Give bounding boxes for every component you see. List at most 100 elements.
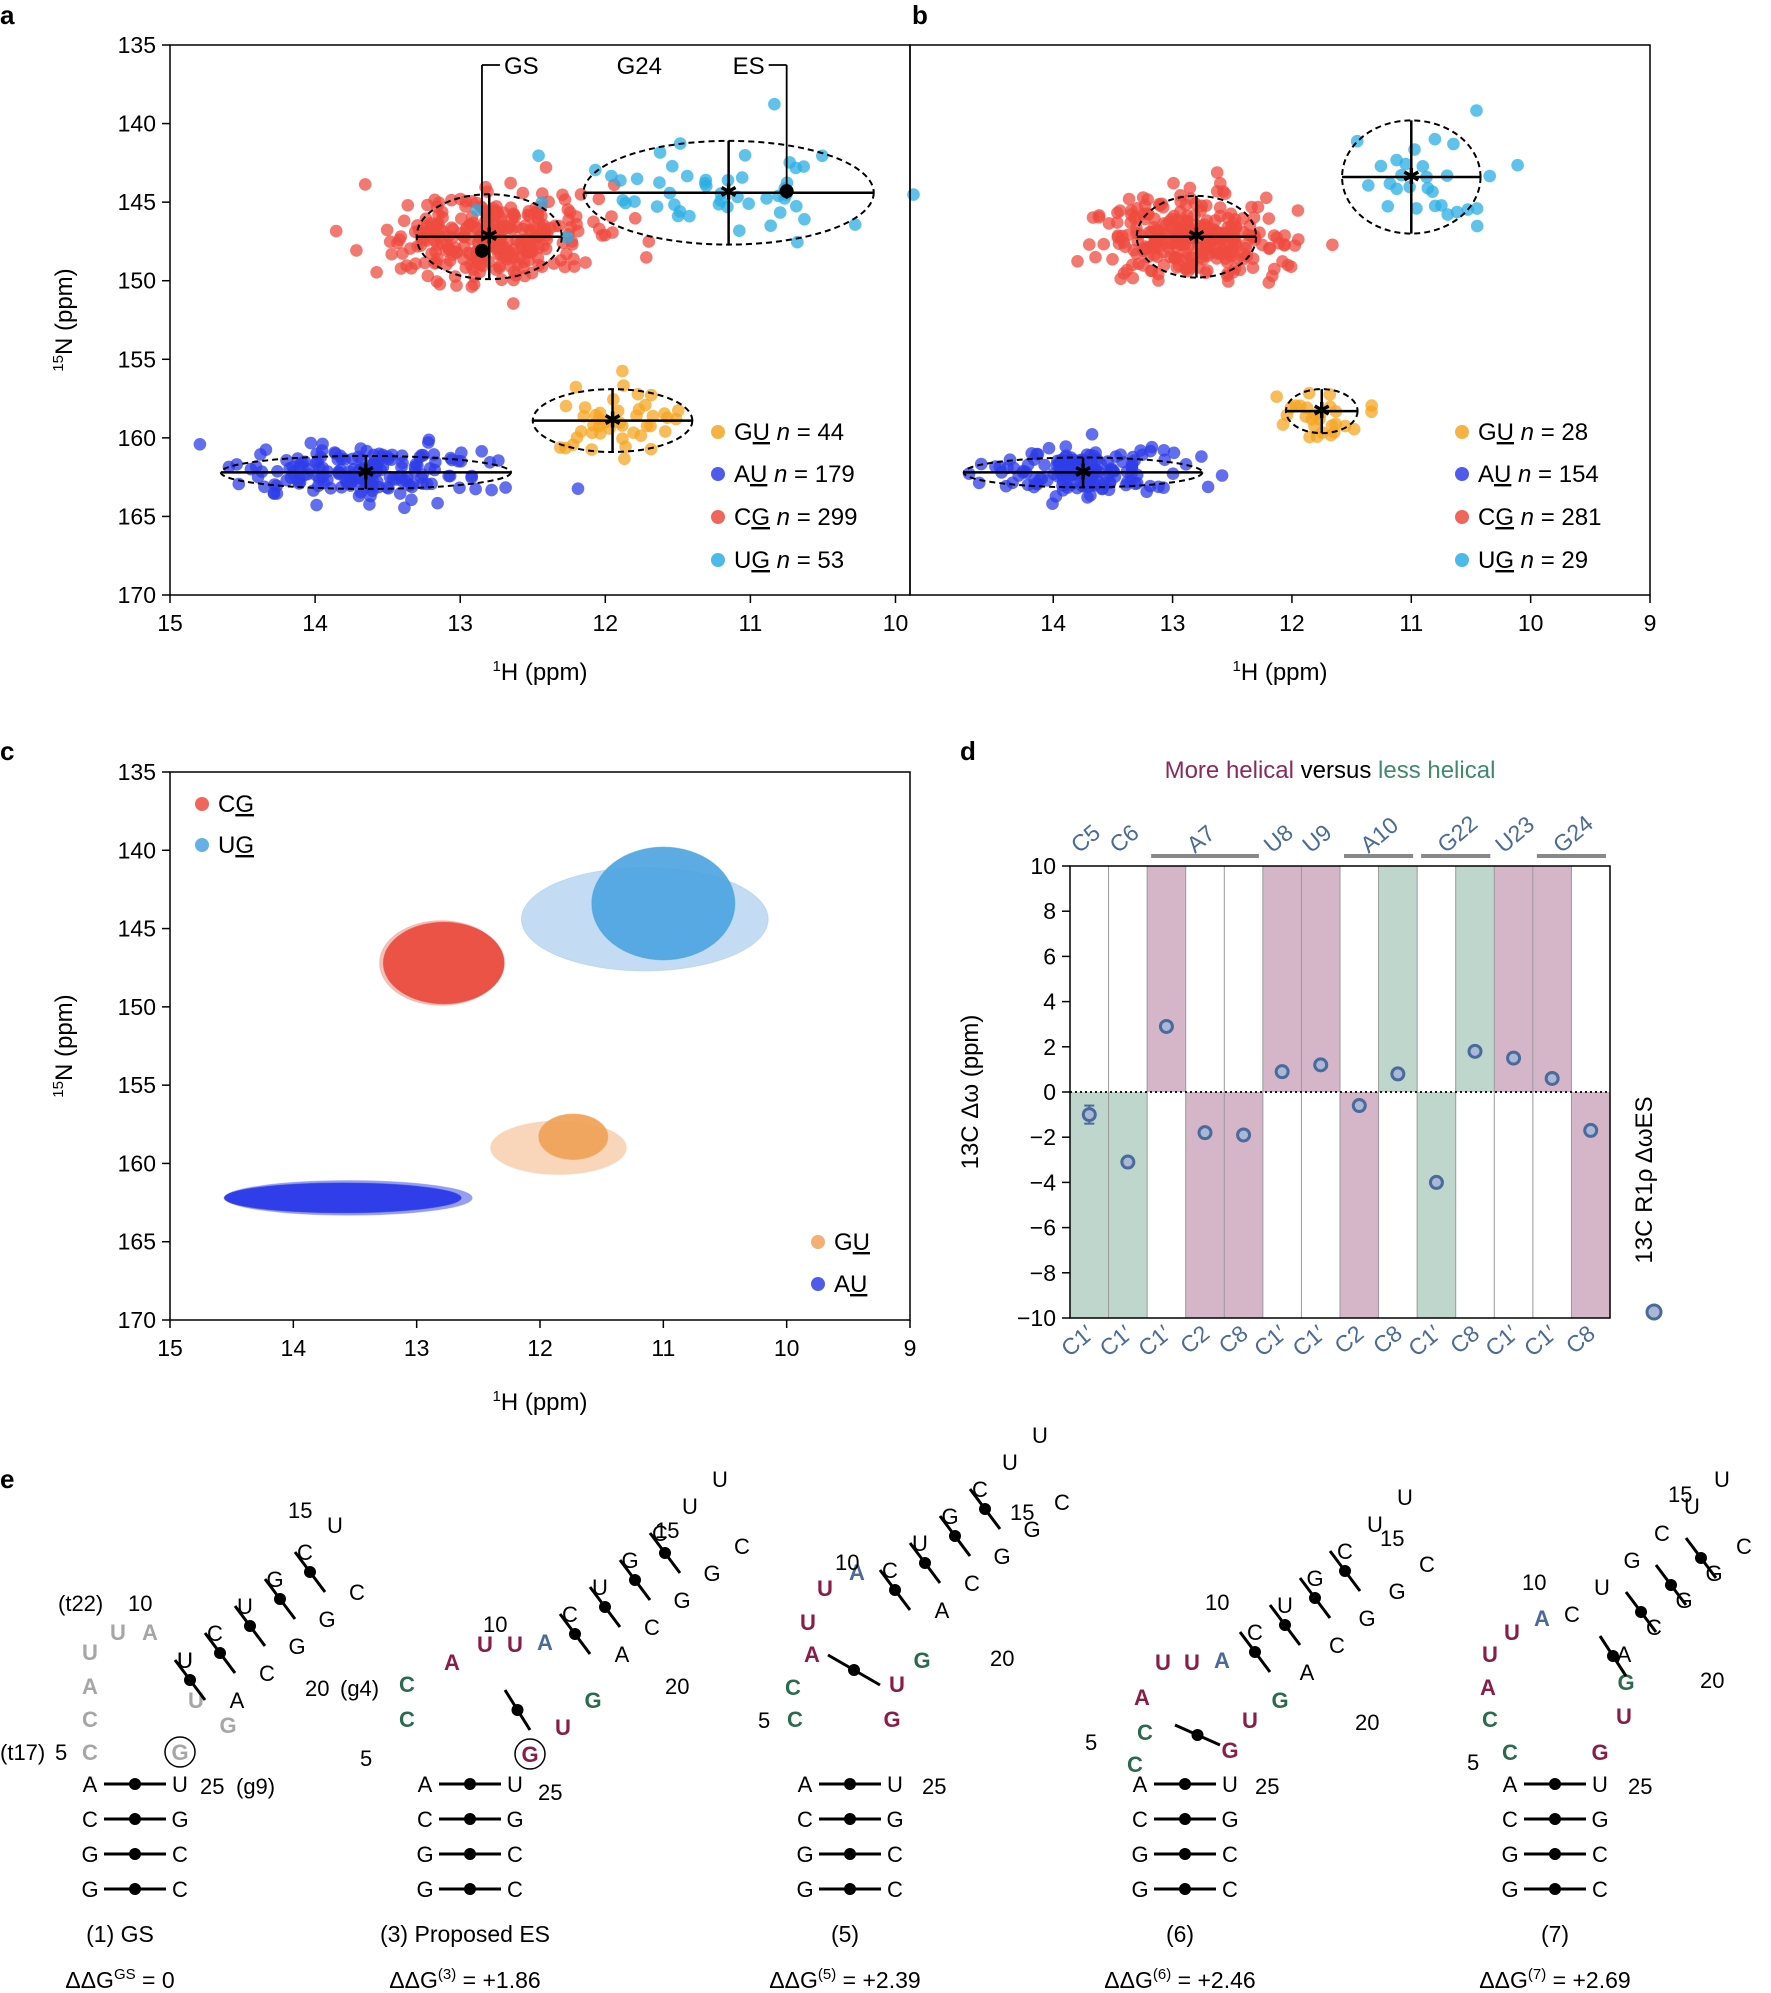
point-cg xyxy=(1174,205,1187,218)
point-au xyxy=(222,460,236,474)
nucleotide: C xyxy=(887,1877,903,1902)
y-tick-label: 145 xyxy=(118,189,156,215)
nucleotide: G xyxy=(416,1877,433,1902)
x-tick-label: 10 xyxy=(883,610,909,636)
nucleotide: U xyxy=(82,1640,98,1665)
point-au xyxy=(395,474,409,488)
nucleotide: U xyxy=(1155,1650,1171,1675)
x-tick-label: C8 xyxy=(1561,1320,1600,1359)
point-gu xyxy=(646,409,660,423)
point-cg xyxy=(605,210,618,223)
num-5: 5 xyxy=(55,1740,67,1765)
point-cg xyxy=(383,235,397,248)
point-cg xyxy=(1202,238,1215,251)
num-25: 25 xyxy=(200,1774,224,1799)
point-cg xyxy=(1167,176,1180,190)
y-tick-label: 155 xyxy=(118,1072,156,1098)
center-mark-cg: ✱ xyxy=(1187,224,1205,249)
y-tick-label: −6 xyxy=(1030,1215,1056,1241)
point-ug xyxy=(532,149,545,162)
point-ug xyxy=(1470,104,1483,117)
data-point-0 xyxy=(1081,1107,1097,1123)
nucleotide: A xyxy=(1503,1772,1518,1797)
b-ug-legend-label: UG n = 29 xyxy=(1478,547,1588,574)
point-cg xyxy=(1115,229,1129,243)
point-ug xyxy=(1483,169,1496,183)
point-ug xyxy=(907,188,920,201)
a-au-legend-underlined: U xyxy=(750,461,767,488)
point-cg xyxy=(450,279,463,292)
point-gu xyxy=(1270,390,1283,404)
label-g9: (g9) xyxy=(236,1774,275,1799)
point-gu xyxy=(1308,419,1321,433)
y-tick-label: 170 xyxy=(118,582,156,608)
nucleotide: A xyxy=(935,1598,950,1623)
x-tick-label: 14 xyxy=(281,1335,307,1361)
point-gu xyxy=(578,401,592,414)
nucleotide: U xyxy=(507,1772,523,1797)
x-tick-label: C2 xyxy=(1329,1320,1368,1359)
nucleotide: A xyxy=(82,1674,98,1699)
point-cg xyxy=(1071,254,1084,268)
base-pair-dot xyxy=(1179,1848,1191,1860)
x-tick-label: 12 xyxy=(592,610,618,636)
shade-col-12 xyxy=(1532,866,1572,1092)
c-ug-legend-label: UG xyxy=(218,832,254,859)
residue-label: A7 xyxy=(1182,820,1220,858)
nucleotide: G xyxy=(318,1607,335,1632)
x-axis-label-b-main: H (ppm) xyxy=(1241,659,1328,686)
panel-a-letter: a xyxy=(0,0,15,30)
x-tick-label: C1′ xyxy=(1133,1320,1176,1362)
point-cg xyxy=(1171,216,1185,230)
y-tick-label: 165 xyxy=(118,1229,156,1255)
nucleotide: C xyxy=(1329,1633,1345,1658)
point-cg xyxy=(1278,239,1291,252)
point-ug xyxy=(1511,158,1524,172)
x-tick-label: 13 xyxy=(1160,610,1186,636)
point-cg xyxy=(418,256,432,270)
point-au xyxy=(1027,453,1041,466)
nucleotide: C xyxy=(1222,1842,1238,1867)
point-cg xyxy=(1174,189,1187,202)
point-au xyxy=(293,461,306,474)
nucleotide: C xyxy=(1247,1620,1263,1645)
point-cg xyxy=(516,186,530,200)
data-point-12 xyxy=(1544,1070,1560,1086)
shade-col-7 xyxy=(1340,1092,1379,1318)
y-tick-label: 10 xyxy=(1030,853,1056,879)
a-ug-legend-label: UG n = 53 xyxy=(734,547,844,574)
point-ug xyxy=(666,159,679,173)
center-mark-ug: ✱ xyxy=(1402,164,1420,189)
nucleotide: C xyxy=(259,1661,275,1686)
a-gu-legend-underlined: U xyxy=(753,419,770,446)
point-ug xyxy=(653,146,667,159)
point-au xyxy=(1195,450,1208,463)
point-cg xyxy=(567,252,580,266)
panel-c-letter: c xyxy=(0,736,14,766)
point-au xyxy=(1085,428,1099,441)
x-tick-label: C1′ xyxy=(1249,1320,1292,1362)
nucleotide: U xyxy=(912,1531,928,1556)
c-cg-legend-underlined: G xyxy=(235,791,254,818)
point-cg xyxy=(1240,238,1253,251)
nucleotide: A xyxy=(1133,1772,1148,1797)
base-pair-dot xyxy=(1279,1619,1291,1631)
nucleotide: C xyxy=(644,1615,660,1640)
a-cg-legend-count: = 299 xyxy=(790,504,857,531)
annotation-es: ES xyxy=(733,53,765,80)
a-ug-legend-count: = 53 xyxy=(790,547,844,574)
base-pair-dot xyxy=(919,1557,931,1569)
b-ug-legend-n: n xyxy=(1514,547,1534,574)
point-ug xyxy=(791,235,804,249)
point-au xyxy=(405,493,418,507)
c-cg-legend-first: C xyxy=(218,791,235,818)
data-point-8 xyxy=(1390,1066,1406,1082)
base-pair-dot xyxy=(599,1601,611,1613)
base-pair-dot xyxy=(1665,1579,1677,1591)
nucleotide: A xyxy=(418,1772,433,1797)
point-au xyxy=(258,480,271,494)
base-pair-dot xyxy=(1549,1883,1561,1895)
b-ug-legend-marker xyxy=(1455,553,1469,567)
a-au-legend-label: AU n = 179 xyxy=(734,461,855,488)
nucleotide: C xyxy=(417,1807,433,1832)
